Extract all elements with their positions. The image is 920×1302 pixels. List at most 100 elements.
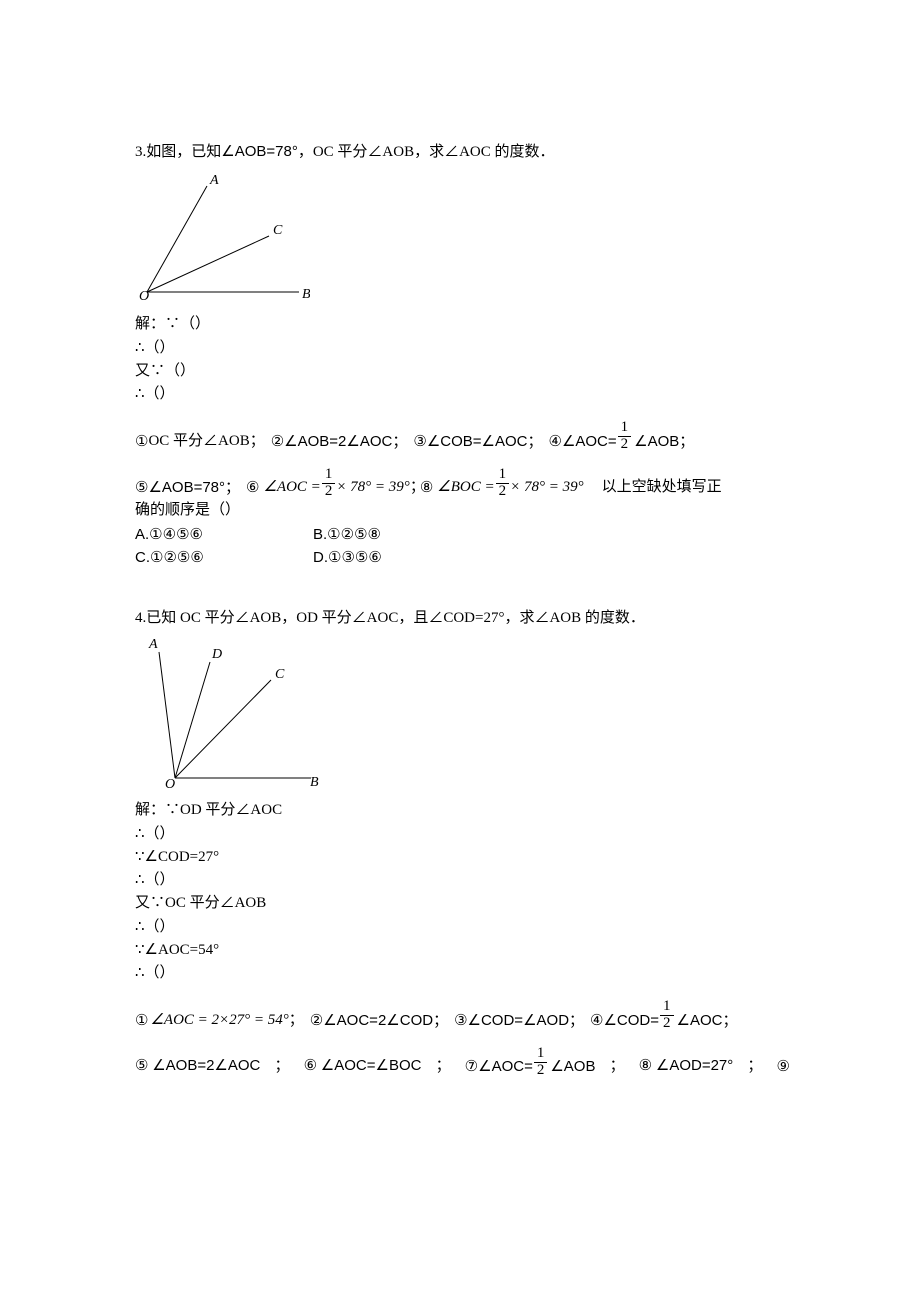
q3-c1-txt: OC 平分∠AOB；	[148, 430, 264, 453]
q3-c4-pre: ④	[548, 430, 561, 453]
q3-tail1: 以上空缺处填写正	[602, 476, 722, 499]
q3-c8-pre: ⑧	[420, 476, 433, 499]
q4-proof-l7: ∵∠AOC=54°	[135, 939, 790, 962]
q4-c3-pre: ③	[454, 1009, 467, 1032]
q3-figure: O A C B	[135, 170, 790, 305]
q3-options-2: C.①②⑤⑥ D.①③⑤⑥	[135, 546, 790, 569]
q3-c1-pre: ①	[135, 430, 148, 453]
q4-c3-txt: ∠COD=∠AOD；	[468, 1009, 585, 1032]
q4-c7-txtb: ∠AOB	[550, 1055, 595, 1078]
q4-sep-3: ；	[610, 1055, 625, 1078]
q4-proof-l1: 解：∵OD 平分∠AOC	[135, 799, 790, 822]
q3-c5-txt: ∠AOB=78°；	[148, 476, 240, 499]
q4-label-D: D	[211, 647, 222, 662]
q3-c5-pre: ⑤	[135, 476, 148, 499]
q3-c4-txta: ∠AOC=	[562, 430, 617, 453]
page: 3.如图，已知∠AOB=78°，OC 平分∠AOB，求∠AOC 的度数． O A…	[0, 0, 920, 1302]
frac-num: 1	[660, 999, 674, 1015]
q4-proof-l6: ∴（）	[135, 916, 790, 939]
q3-opt-c: C.①②⑤⑥	[135, 546, 285, 569]
q3-c3-pre: ③	[413, 430, 426, 453]
q3-tail2: 确的顺序是（）	[135, 499, 790, 522]
q4-c8-wrap: ⑧ ∠AOD=27°	[639, 1054, 734, 1078]
frac-half-5: 1 2	[534, 1046, 548, 1079]
q3-c4-txtb: ∠AOB；	[634, 430, 694, 453]
q3-eq8-lhs: ∠BOC =	[437, 476, 494, 499]
q4-c2-txt: ∠AOC=2∠COD；	[323, 1009, 448, 1032]
q3-eq6-lhs: ∠AOC =	[263, 476, 320, 499]
q3-label-O: O	[139, 289, 149, 304]
q3-opt-b: B.①②⑤⑧	[313, 523, 463, 546]
q4-sep-2: ；	[436, 1055, 451, 1078]
q3-stem-prefix: 3.如图，已知	[135, 144, 221, 160]
q4-c6-pre: ⑥	[304, 1057, 317, 1074]
q4-c5-wrap: ⑤ ∠AOB=2∠AOC	[135, 1054, 260, 1078]
q3-c2-pre: ②	[271, 430, 284, 453]
q3-opt-a: A.①④⑤⑥	[135, 523, 285, 546]
q4-c4-pre: ④	[590, 1009, 603, 1032]
q4-svg: O A D C B	[135, 636, 320, 791]
q4-c1-eq: ∠AOC = 2×27° = 54°	[150, 1009, 288, 1032]
frac-den: 2	[496, 483, 510, 500]
q3-choices-l1: ① OC 平分∠AOB； ② ∠AOB=2∠AOC； ③ ∠COB=∠AOC； …	[135, 420, 790, 453]
frac-den: 2	[322, 483, 336, 500]
q4-proof-l2: ∴（）	[135, 823, 790, 846]
q3-choices-l2: ⑤ ∠AOB=78°； ⑥ ∠AOC = 1 2 × 78° = 39° ； ⑧…	[135, 467, 790, 500]
q4-proof-l8: ∴（）	[135, 962, 790, 985]
q4-figure: O A D C B	[135, 636, 790, 791]
q3-c6-pre: ⑥	[246, 476, 259, 499]
q3-stem: 3.如图，已知∠AOB=78°，OC 平分∠AOB，求∠AOC 的度数．	[135, 140, 790, 164]
q4-label-O: O	[165, 777, 175, 791]
frac-half-2: 1 2	[322, 467, 336, 500]
frac-num: 1	[534, 1046, 548, 1062]
q4-c9-pre: ⑨	[776, 1055, 789, 1078]
q4-c4-txtb: ∠AOC；	[677, 1009, 738, 1032]
q4-c5-pre: ⑤	[135, 1057, 148, 1074]
frac-half-3: 1 2	[496, 467, 510, 500]
q3-options: A.①④⑤⑥ B.①②⑤⑧	[135, 523, 790, 546]
q4-c7-txta: ∠AOC=	[478, 1055, 533, 1078]
q3-opt-d: D.①③⑤⑥	[313, 546, 463, 569]
q3-proof-l4: ∴（）	[135, 383, 790, 406]
q3-svg: O A C B	[135, 170, 310, 305]
q4-label-C: C	[275, 667, 285, 682]
q4-choices-l1: ① ∠AOC = 2×27° = 54° ； ② ∠AOC=2∠COD； ③ ∠…	[135, 999, 790, 1032]
q3-label-A: A	[209, 173, 219, 188]
q4-c8-txt: ∠AOD=27°	[656, 1057, 733, 1074]
q4-c2-pre: ②	[310, 1009, 323, 1032]
q4-choices-l2: ⑤ ∠AOB=2∠AOC ； ⑥ ∠AOC=∠BOC ； ⑦ ∠AOC= 1 2…	[135, 1046, 790, 1079]
q4-proof-l5: 又∵OC 平分∠AOB	[135, 892, 790, 915]
frac-half-4: 1 2	[660, 999, 674, 1032]
frac-den: 2	[618, 436, 632, 453]
q4-c8-pre: ⑧	[639, 1057, 652, 1074]
q4-sep-1: ；	[274, 1055, 289, 1078]
frac-den: 2	[660, 1015, 674, 1032]
frac-num: 1	[322, 467, 336, 483]
frac-den: 2	[534, 1062, 548, 1079]
q4-c6-txt: ∠AOC=∠BOC	[321, 1057, 422, 1074]
q4-c5-txt: ∠AOB=2∠AOC	[152, 1057, 260, 1074]
frac-num: 1	[618, 420, 632, 436]
q3-label-C: C	[273, 223, 283, 238]
q4-c7-pre: ⑦	[465, 1055, 478, 1078]
frac-num: 1	[496, 467, 510, 483]
q4-proof-l3: ∵∠COD=27°	[135, 846, 790, 869]
q4-c4-txta: ∠COD=	[603, 1009, 659, 1032]
frac-half-1: 1 2	[618, 420, 632, 453]
q3-c3-txt: ∠COB=∠AOC；	[427, 430, 543, 453]
q4-stem: 4.已知 OC 平分∠AOB，OD 平分∠AOC，且∠COD=27°，求∠AOB…	[135, 607, 790, 630]
q4-label-A: A	[148, 637, 158, 652]
q3-c2-txt: ∠AOB=2∠AOC；	[284, 430, 407, 453]
q4-c1-pre: ①	[135, 1009, 148, 1032]
q4-c7-wrap: ⑦ ∠AOC= 1 2 ∠AOB	[465, 1046, 596, 1079]
q4-sep-4: ；	[747, 1055, 762, 1078]
q3-proof-l2: ∴（）	[135, 337, 790, 360]
q3-stem-mid1: ∠AOB=78°，	[221, 143, 313, 160]
q3-eq8-rhs: × 78° = 39°	[510, 476, 584, 499]
q4-c1-sep: ；	[289, 1009, 304, 1032]
q3-proof-l3: 又∵（）	[135, 360, 790, 383]
q3-eq6-rhs: × 78° = 39°	[336, 476, 410, 499]
q3-proof-l1: 解：∵（）	[135, 313, 790, 336]
q4-c6-wrap: ⑥ ∠AOC=∠BOC	[304, 1054, 422, 1078]
q3-label-B: B	[302, 287, 310, 302]
